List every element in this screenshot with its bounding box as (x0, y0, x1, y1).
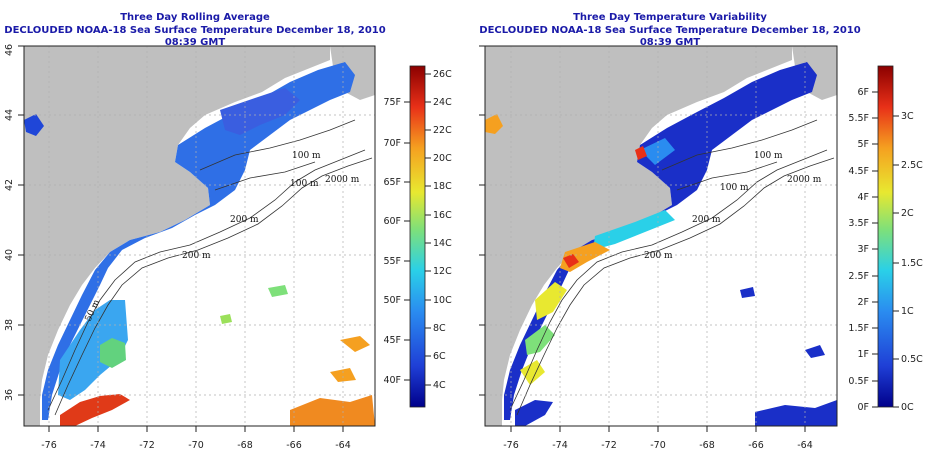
colorbar-label-c: 22C (433, 125, 452, 136)
contour-label: 100 m (290, 179, 319, 189)
sst-field-cold (42, 62, 355, 420)
y-tick-label: 38 (4, 319, 15, 331)
contour-label: 100 m (754, 151, 783, 161)
panel-subtitle: DECLOUDED NOAA-18 Sea Surface Temperatur… (4, 25, 386, 48)
colorbar-label-f: 6F (857, 87, 869, 98)
x-tick-label: -70 (188, 440, 204, 451)
colorbar-label-c: 1C (901, 306, 914, 317)
colorbar-label-c: 1.5C (901, 258, 923, 269)
x-tick-label: -72 (601, 440, 617, 451)
colorbar-label-f: 3.5F (848, 218, 869, 229)
contour-label: 100 m (292, 151, 321, 161)
contour-label: 200 m (644, 251, 673, 261)
colorbar-label-c: 10C (433, 295, 452, 306)
colorbar-label-c: 18C (433, 181, 452, 192)
colorbar-label-f: 75F (383, 97, 401, 108)
y-tick-label: 46 (4, 44, 15, 56)
colorbar-label-f: 1F (857, 349, 869, 360)
x-tick-label: -68 (699, 440, 715, 451)
variability-field (504, 62, 817, 420)
contour-label: 200 m (230, 215, 259, 225)
colorbar (877, 65, 894, 408)
x-tick-label: -64 (335, 440, 351, 451)
x-tick-label: -66 (748, 440, 764, 451)
colorbar-label-f: 50F (383, 295, 401, 306)
contour-label: 200 m (692, 215, 721, 225)
y-tick-label: 44 (4, 109, 15, 121)
panel-title: Three Day Temperature Variability (573, 12, 767, 23)
y-tick-label: 36 (4, 389, 15, 401)
colorbar-label-c: 26C (433, 69, 452, 80)
colorbar-label-c: 14C (433, 238, 452, 249)
colorbar-label-f: 40F (383, 375, 401, 386)
colorbar-label-f: 3F (857, 244, 869, 255)
x-tick-label: -68 (237, 440, 253, 451)
x-tick-label: -66 (286, 440, 302, 451)
colorbar-label-f: 45F (383, 335, 401, 346)
colorbar-label-c: 0.5C (901, 354, 923, 365)
colorbar-label-f: 60F (383, 216, 401, 227)
colorbar-label-c: 0C (901, 402, 914, 413)
colorbar-label-f: 2.5F (848, 271, 869, 282)
colorbar-label-f: 65F (383, 177, 401, 188)
colorbar-label-c: 8C (433, 323, 446, 334)
panel-rolling-average: Three Day Rolling Average DECLOUDED NOAA… (4, 12, 452, 451)
colorbar-label-c: 16C (433, 210, 452, 221)
y-tick-label: 40 (4, 249, 15, 261)
land-mass (485, 46, 792, 426)
sst-field-warm (60, 394, 130, 426)
x-tick-label: -76 (41, 440, 57, 451)
colorbar-label-c: 6C (433, 351, 446, 362)
colorbar-label-c: 24C (433, 97, 452, 108)
colorbar-label-c: 4C (433, 380, 446, 391)
x-tick-label: -74 (90, 440, 106, 451)
colorbar-label-c: 2C (901, 208, 914, 219)
colorbar-label-c: 3C (901, 111, 914, 122)
colorbar-label-f: 4.5F (848, 166, 869, 177)
colorbar-label-f: 5F (857, 139, 869, 150)
colorbar-label-f: 1.5F (848, 323, 869, 334)
contour-label: 100 m (720, 183, 749, 193)
colorbar-label-f: 5.5F (848, 113, 869, 124)
sst-average-map: 100 m 100 m 200 m 200 m 50 m 2000 m -76 … (4, 44, 452, 451)
colorbar-label-c: 20C (433, 153, 452, 164)
contour-label: 200 m (182, 251, 211, 261)
x-tick-label: -74 (552, 440, 568, 451)
grid-lines (485, 46, 837, 426)
x-tick-label: -76 (503, 440, 519, 451)
colorbar-label-f: 4F (857, 192, 869, 203)
grid-lines (24, 46, 375, 426)
contour-label: 2000 m (325, 175, 360, 185)
colorbar-label-f: 0F (857, 402, 869, 413)
sst-variability-map: 100 m 100 m 200 m 200 m 2000 m -76 -74 -… (479, 45, 923, 451)
colorbar-label-f: 0.5F (848, 376, 869, 387)
contour-label: 2000 m (787, 175, 822, 185)
y-tick-label: 42 (4, 179, 15, 191)
colorbar-label-f: 55F (383, 256, 401, 267)
colorbar-label-c: 12C (433, 266, 452, 277)
map-frame (23, 45, 376, 427)
x-tick-label: -64 (797, 440, 813, 451)
x-tick-label: -72 (139, 440, 155, 451)
land-mass (24, 46, 330, 426)
panel-temperature-variability: Three Day Temperature Variability DECLOU… (475, 0, 950, 475)
panel-subtitle: DECLOUDED NOAA-18 Sea Surface Temperatur… (479, 25, 861, 48)
panel-title: Three Day Rolling Average (120, 12, 270, 23)
colorbar-label-f: 70F (383, 138, 401, 149)
colorbar-label-f: 2F (857, 297, 869, 308)
colorbar (409, 65, 426, 408)
colorbar-label-c: 2.5C (901, 160, 923, 171)
x-tick-label: -70 (650, 440, 666, 451)
map-frame (484, 45, 838, 427)
